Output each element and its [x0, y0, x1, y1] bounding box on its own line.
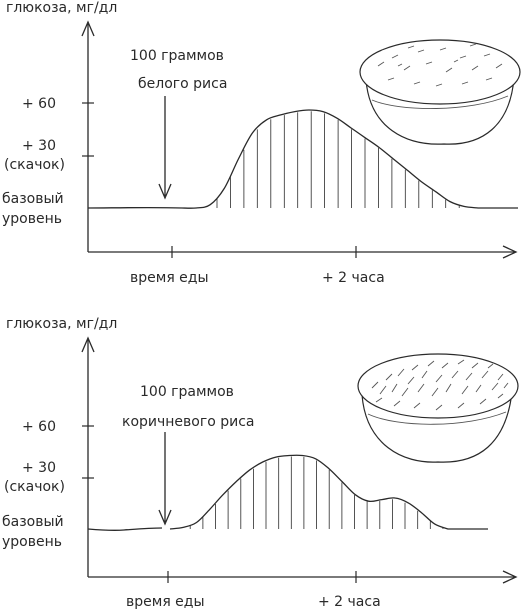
x-axis-arrow — [502, 245, 518, 259]
y-label-60: + 60 — [22, 419, 56, 435]
x-axis-arrow — [502, 570, 518, 584]
curve-hatching — [203, 111, 460, 208]
y-label-spike: (скачок) — [4, 157, 65, 173]
x-label-2h: + 2 часа — [318, 594, 381, 610]
x-label-meal: время еды — [126, 594, 205, 610]
y-label-baseline-1: базовый — [2, 191, 64, 207]
y-label-baseline-1: базовый — [2, 514, 64, 530]
annotation-line-1: 100 граммов — [130, 48, 224, 64]
annotation-line-2: белого риса — [138, 76, 227, 92]
curve-hatching — [189, 456, 444, 529]
y-label-30: + 30 — [22, 138, 56, 154]
x-label-2h: + 2 часа — [322, 270, 385, 286]
y-axis-title: глюкоза, мг/дл — [6, 0, 117, 16]
y-axis-arrow — [81, 20, 95, 37]
brown-rice-bowl-icon — [357, 353, 519, 463]
annotation-arrow — [158, 432, 172, 526]
white-rice-grains — [377, 43, 503, 87]
y-axis-title: глюкоза, мг/дл — [6, 316, 117, 332]
x-label-meal: время еды — [130, 270, 209, 286]
white-rice-bowl-icon — [359, 39, 521, 145]
y-label-60: + 60 — [22, 96, 56, 112]
y-label-spike: (скачок) — [4, 479, 65, 495]
y-label-baseline-2: уровень — [2, 211, 62, 227]
y-axis-arrow — [81, 336, 95, 353]
annotation-line-2: коричневого риса — [122, 414, 255, 430]
brown-rice-grains — [371, 359, 509, 411]
y-label-baseline-2: уровень — [2, 534, 62, 550]
chart-brown-rice: глюкоза, мг/дл + 60 + 30 (скачок) базовы… — [2, 316, 519, 610]
glucose-curve-brown-rice — [169, 454, 488, 530]
chart-white-rice: глюкоза, мг/дл + 60 + 30 (скачок) базовы… — [2, 0, 521, 286]
y-label-30: + 30 — [22, 460, 56, 476]
annotation-line-1: 100 граммов — [140, 384, 234, 400]
annotation-arrow — [158, 96, 172, 200]
baseline-line — [87, 527, 163, 532]
glucose-curve-white-rice — [181, 109, 518, 209]
